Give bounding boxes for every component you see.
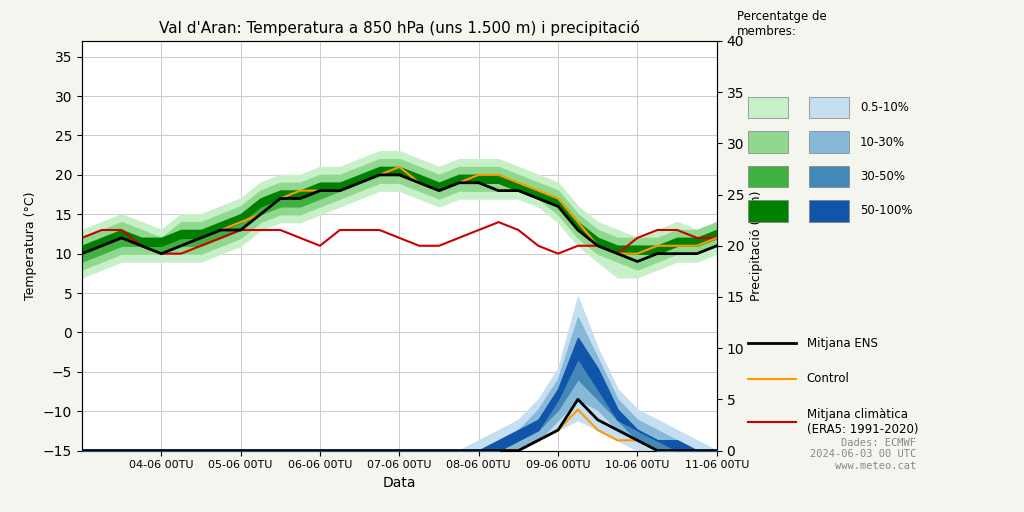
Text: Mitjana climàtica
(ERA5: 1991-2020): Mitjana climàtica (ERA5: 1991-2020) <box>807 408 918 436</box>
FancyBboxPatch shape <box>809 200 849 222</box>
X-axis label: Data: Data <box>383 476 416 490</box>
Text: 50-100%: 50-100% <box>860 204 912 217</box>
Text: Dades: ECMWF
2024-06-03 00 UTC
www.meteo.cat: Dades: ECMWF 2024-06-03 00 UTC www.meteo… <box>810 438 916 471</box>
Text: Percentatge de
membres:: Percentatge de membres: <box>737 10 827 38</box>
Text: 0.5-10%: 0.5-10% <box>860 101 908 114</box>
FancyBboxPatch shape <box>748 97 787 118</box>
FancyBboxPatch shape <box>748 166 787 187</box>
FancyBboxPatch shape <box>809 97 849 118</box>
Text: 10-30%: 10-30% <box>860 136 905 148</box>
FancyBboxPatch shape <box>748 200 787 222</box>
Title: Val d'Aran: Temperatura a 850 hPa (uns 1.500 m) i precipitació: Val d'Aran: Temperatura a 850 hPa (uns 1… <box>159 19 640 36</box>
Text: Control: Control <box>807 372 849 386</box>
Y-axis label: Temperatura (°C): Temperatura (°C) <box>25 191 38 300</box>
FancyBboxPatch shape <box>809 166 849 187</box>
Y-axis label: Precipitació (mm): Precipitació (mm) <box>750 190 763 301</box>
Text: Mitjana ENS: Mitjana ENS <box>807 336 878 350</box>
Text: 30-50%: 30-50% <box>860 170 905 183</box>
FancyBboxPatch shape <box>809 131 849 153</box>
FancyBboxPatch shape <box>748 131 787 153</box>
